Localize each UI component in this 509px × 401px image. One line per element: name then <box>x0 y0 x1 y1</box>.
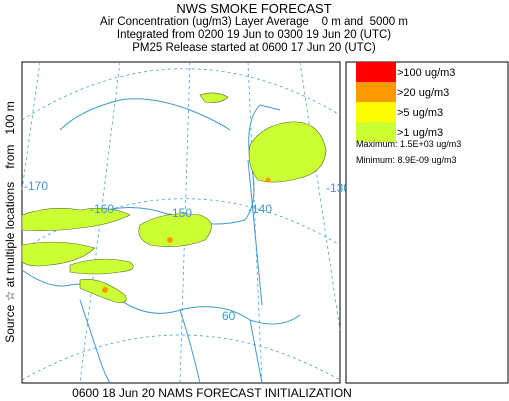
map-label: 60 <box>222 309 236 323</box>
legend: >100 ug/m3 >20 ug/m3 >5 ug/m3 >1 ug/m3 Maxi… <box>345 61 509 384</box>
legend-label: >5 ug/m3 <box>397 107 443 119</box>
smoke-hotspot <box>102 287 108 293</box>
legend-label: >1 ug/m3 <box>397 127 443 139</box>
coastline <box>21 269 301 325</box>
smoke-plume <box>21 241 96 267</box>
legend-swatch <box>356 122 396 142</box>
subtitle: Air Concentration (ug/m3) Layer Average … <box>100 16 408 28</box>
smoke-hotspot <box>265 177 271 183</box>
legend-swatch <box>356 102 396 122</box>
smoke-plume <box>21 208 131 231</box>
legend-label: >100 ug/m3 <box>397 67 455 79</box>
smoke-plume <box>69 258 134 275</box>
border <box>247 159 263 306</box>
footer: 0600 18 Jun 20 NAMS FORECAST INITIALIZAT… <box>72 386 352 400</box>
source-label: Source ☆ at multiple locations from 100 … <box>3 101 17 343</box>
legend-swatch <box>356 82 396 102</box>
subtitle: Integrated from 0200 19 Jun to 0300 19 J… <box>117 29 391 41</box>
legend-minimum: Minimum: 8.9E-09 ug/m3 <box>356 155 457 165</box>
legend-maximum: Maximum: 1.5E+03 ug/m3 <box>356 139 461 149</box>
title: NWS SMOKE FORECAST <box>176 1 331 16</box>
map-label: -170 <box>24 179 48 193</box>
coastline <box>59 98 231 131</box>
subtitle: PM25 Release started at 0600 17 Jun 20 (… <box>132 42 376 54</box>
legend-label: >20 ug/m3 <box>397 87 449 99</box>
smoke-hotspot <box>167 237 173 243</box>
legend-swatch <box>356 62 396 82</box>
map-label: -140 <box>248 202 272 216</box>
graticule <box>21 68 341 381</box>
coastline <box>79 299 263 384</box>
map-label: -160 <box>90 202 114 216</box>
map-label: -150 <box>168 206 192 220</box>
smoke-plume <box>248 121 327 183</box>
map: -170 -160 -150 -140 -130 60 <box>21 61 350 384</box>
map-label: -130 <box>326 181 350 195</box>
smoke-plume <box>199 92 229 103</box>
smoke-plume <box>138 213 212 247</box>
